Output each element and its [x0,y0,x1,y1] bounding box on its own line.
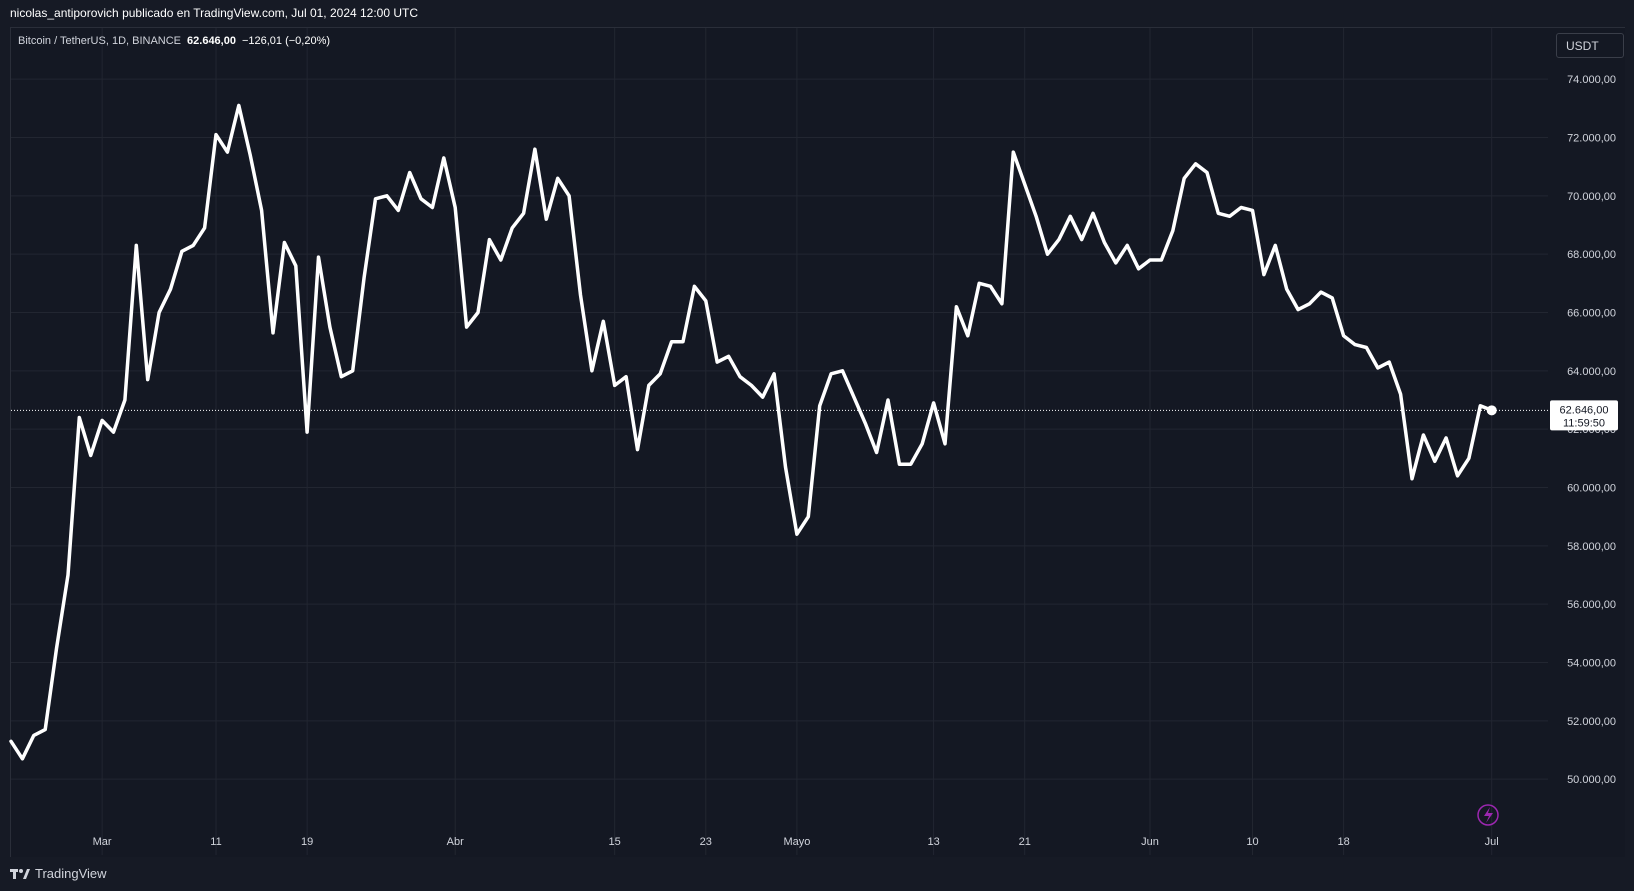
y-tick-label: 72.000,00 [1567,133,1616,145]
lightning-icon[interactable] [1477,804,1499,826]
x-axis: Mar 11 19 Abr 15 23 Mayo 13 21 Jun 10 18 Jul [93,836,1499,848]
x-tick-label: 13 [927,836,939,848]
y-tick-label: 74.000,00 [1567,74,1616,86]
y-tick-label: 50.000,00 [1567,774,1616,786]
x-tick-label: 23 [700,836,712,848]
x-tick-label: Abr [447,836,464,848]
y-tick-label: 68.000,00 [1567,249,1616,261]
y-tick-label: 54.000,00 [1567,658,1616,670]
footer-bar [0,857,1634,891]
last-price-value: 62.646,00 [1560,404,1609,416]
y-tick-label: 64.000,00 [1567,366,1616,378]
grid-lines [11,28,1548,855]
y-tick-label: 56.000,00 [1567,599,1616,611]
symbol-title: Bitcoin / TetherUS, 1D, BINANCE [18,35,182,47]
x-tick-label: Mayo [783,836,810,848]
x-tick-label: 19 [301,836,313,848]
x-tick-label: 21 [1019,836,1031,848]
brand-name: TradingView [35,866,107,881]
x-tick-label: 15 [609,836,621,848]
x-tick-label: 11 [210,836,221,848]
x-tick-label: Jun [1141,836,1159,848]
x-tick-label: 10 [1246,836,1258,848]
y-tick-label: 60.000,00 [1567,483,1616,495]
tradingview-logo-icon [10,868,30,879]
last-point-marker [1486,405,1497,416]
publisher-caption: nicolas_antiporovich publicado en Tradin… [10,6,419,20]
countdown-value: 11:59:50 [1563,417,1605,429]
last-price-label: 62.646,00 11:59:50 [1550,400,1618,431]
top-bar: nicolas_antiporovich publicado en Tradin… [0,0,1634,27]
series-line [9,103,1494,761]
currency-button[interactable]: USDT [1556,33,1624,58]
last-value: 62.646,00 [187,35,236,47]
x-tick-label: Mar [93,836,112,848]
y-tick-label: 66.000,00 [1567,308,1616,320]
brand[interactable]: TradingView [10,866,107,881]
y-tick-label: 58.000,00 [1567,541,1616,553]
y-tick-label: 70.000,00 [1567,191,1616,203]
y-tick-label: 52.000,00 [1567,716,1616,728]
symbol-legend: Bitcoin / TetherUS, 1D, BINANCE 62.646,00… [18,35,330,47]
x-tick-label: Jul [1485,836,1499,848]
change-value: −126,01 (−0,20%) [241,35,331,47]
x-tick-label: 18 [1338,836,1350,848]
